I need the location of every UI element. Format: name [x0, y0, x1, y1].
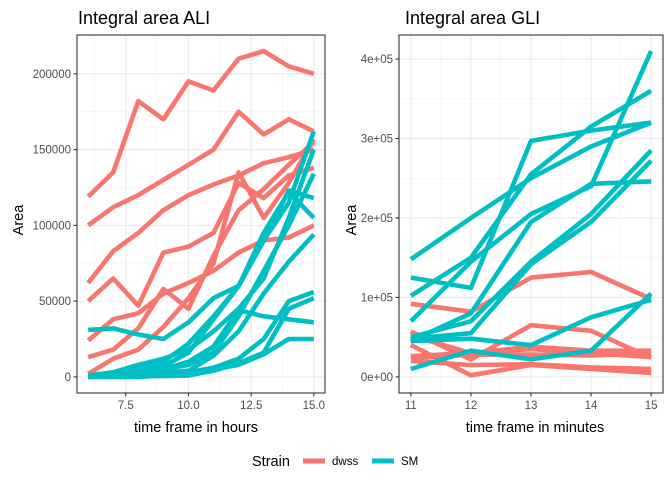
series-line-sm-13 [410, 159, 653, 341]
y-tick-label: 150000 [33, 145, 71, 157]
series-ali [86, 48, 316, 380]
series-gli [409, 50, 654, 378]
legend: Strain dwss SM [252, 454, 418, 470]
y-tick-label: 1e+05 [361, 292, 393, 304]
y-tick-label: 0 [65, 372, 71, 384]
panel-gli: Integral area GLI Area time frame in min… [344, 8, 664, 436]
legend-title: Strain [252, 454, 290, 470]
series-line-dwss-3 [86, 165, 315, 309]
x-axis-label-ali: time frame in hours [134, 420, 258, 436]
x-tick-label: 14 [585, 400, 598, 412]
x-tick-label: 7.5 [118, 400, 134, 412]
x-tick-label: 15 [645, 400, 658, 412]
ticks-ali: 7.5 10.0 12.5 15.0 0 50000 100000 150000 200000 [33, 69, 325, 412]
series-line-sm-14 [410, 297, 652, 348]
x-tick-label: 10.0 [177, 400, 199, 412]
series-line-dwss-1 [86, 109, 315, 228]
series-line-sm-9 [409, 88, 653, 298]
series-line-dwss-1 [409, 322, 653, 362]
series-line-dwss-0 [86, 48, 315, 199]
y-tick-label: 0e+00 [361, 372, 393, 384]
panel-title-ali: Integral area ALI [78, 8, 210, 28]
grid-gli [399, 35, 663, 393]
legend-label-dwss: dwss [332, 456, 358, 468]
series-line-dwss-2 [86, 147, 315, 285]
series-line-sm-15 [410, 291, 653, 372]
series-line-dwss-0 [410, 269, 653, 315]
grid-ali [77, 35, 325, 393]
y-tick-label: 50000 [39, 296, 71, 308]
legend-label-sm: SM [401, 456, 418, 468]
y-axis-label-ali: Area [11, 204, 27, 236]
panel-ali: Integral area ALI Area time frame in hou… [11, 8, 326, 436]
series-line-dwss-6 [87, 137, 316, 376]
series-line-dwss-6 [410, 358, 652, 372]
y-tick-label: 200000 [33, 69, 71, 81]
series-line-sm-12 [409, 179, 652, 344]
ticks-gli: 11 12 13 14 15 0e+00 1e+05 2e+05 3e+05 4e+05 [361, 54, 658, 412]
series-line-sm-7 [88, 130, 316, 342]
x-tick-label: 15.0 [303, 400, 325, 412]
x-tick-label: 12 [465, 400, 478, 412]
y-tick-label: 3e+05 [361, 134, 393, 146]
panel-border-ali [76, 34, 326, 394]
series-line-sm-16 [87, 307, 315, 380]
y-tick-label: 4e+05 [361, 54, 393, 66]
series-line-sm-10 [409, 50, 654, 323]
y-axis-label-gli: Area [344, 204, 360, 236]
panel-title-gli: Integral area GLI [405, 8, 540, 28]
y-tick-label: 100000 [33, 220, 71, 232]
x-tick-label: 13 [525, 400, 538, 412]
x-tick-label: 11 [405, 400, 417, 412]
y-tick-label: 2e+05 [361, 213, 393, 225]
x-tick-label: 12.5 [240, 400, 262, 412]
series-line-sm-15 [88, 336, 314, 380]
x-axis-label-gli: time frame in minutes [466, 420, 605, 436]
